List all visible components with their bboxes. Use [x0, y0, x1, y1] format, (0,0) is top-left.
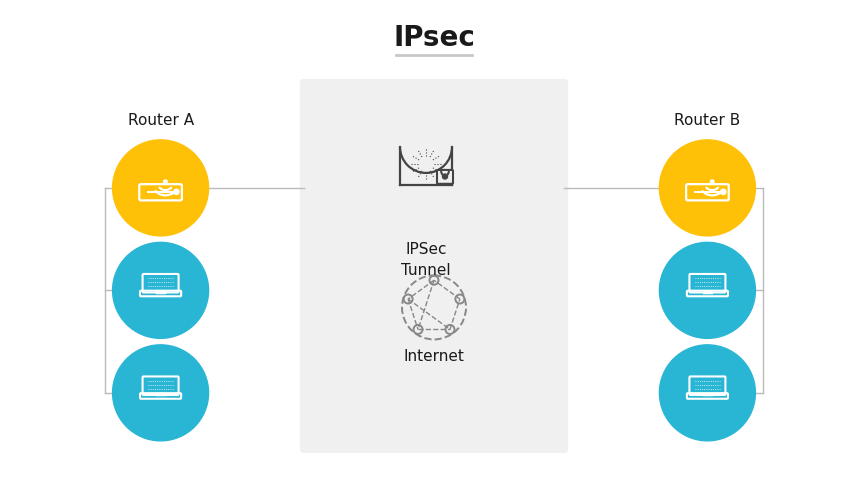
Circle shape: [113, 140, 208, 236]
Text: Router A: Router A: [128, 113, 194, 128]
Circle shape: [660, 140, 755, 236]
FancyBboxPatch shape: [437, 170, 453, 184]
Circle shape: [720, 189, 726, 195]
Circle shape: [113, 345, 208, 441]
Circle shape: [113, 243, 208, 338]
Circle shape: [164, 180, 168, 183]
Text: Router B: Router B: [674, 113, 740, 128]
Circle shape: [174, 189, 179, 195]
FancyBboxPatch shape: [299, 79, 569, 453]
Text: Internet: Internet: [404, 349, 464, 365]
Circle shape: [660, 243, 755, 338]
Text: IPsec: IPsec: [393, 24, 475, 52]
Text: IPSec
Tunnel: IPSec Tunnel: [401, 242, 450, 278]
Circle shape: [660, 345, 755, 441]
Circle shape: [443, 174, 448, 179]
Circle shape: [711, 180, 714, 183]
